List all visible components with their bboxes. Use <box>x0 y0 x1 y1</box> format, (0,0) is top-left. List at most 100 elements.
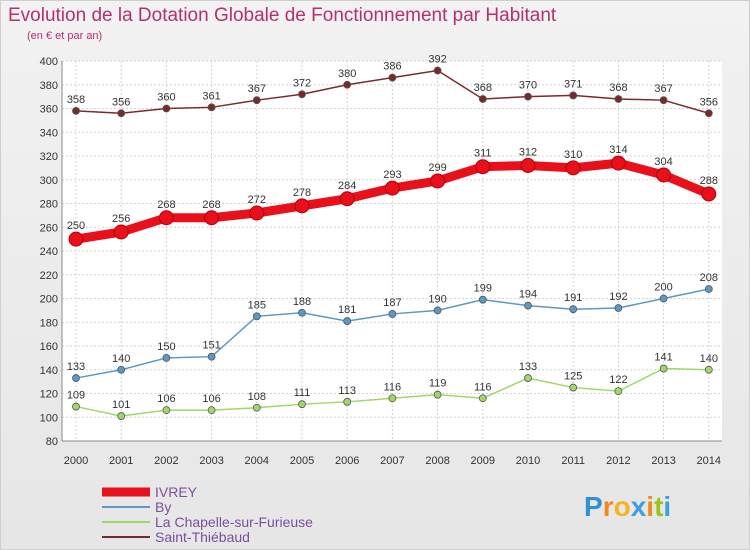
point-by <box>117 365 126 374</box>
point-saint-thiebaud <box>72 106 80 115</box>
x-tick-label: 2000 <box>64 455 88 467</box>
data-label-ivrey: 256 <box>112 213 130 225</box>
data-label-ivrey: 304 <box>654 156 672 168</box>
y-tick-label: 320 <box>40 151 58 163</box>
point-la-chapelle-sur-furieuse <box>72 402 80 411</box>
data-label-la-chapelle-sur-furieuse: 133 <box>519 361 537 373</box>
point-ivrey <box>475 159 491 175</box>
y-tick-label: 300 <box>40 175 58 187</box>
legend-label-ivrey: IVREY <box>155 484 198 500</box>
data-label-by: 200 <box>654 282 672 294</box>
data-label-ivrey: 314 <box>609 144 627 156</box>
chart-subtitle: (en € et par an) <box>27 30 102 42</box>
point-ivrey <box>565 160 581 176</box>
series-layer <box>68 66 717 420</box>
point-ivrey <box>113 224 129 240</box>
data-label-saint-thiebaud: 370 <box>519 80 537 92</box>
series-ivrey <box>68 155 717 247</box>
y-tick-label: 100 <box>40 412 58 424</box>
x-tick-label: 2003 <box>199 455 223 467</box>
data-label-by: 133 <box>67 361 85 373</box>
point-saint-thiebaud <box>569 91 578 100</box>
data-label-la-chapelle-sur-furieuse: 122 <box>609 374 627 386</box>
data-label-la-chapelle-sur-furieuse: 119 <box>429 378 447 390</box>
point-ivrey <box>384 180 400 196</box>
series-by <box>72 285 713 382</box>
data-label-saint-thiebaud: 361 <box>202 90 220 102</box>
point-saint-thiebaud <box>478 95 487 103</box>
y-tick-label: 380 <box>40 80 58 92</box>
data-label-by: 151 <box>202 340 220 352</box>
y-tick-label: 120 <box>40 389 58 401</box>
data-label-ivrey: 312 <box>519 147 537 159</box>
y-tick-label: 160 <box>40 341 58 353</box>
point-la-chapelle-sur-furieuse <box>207 406 216 415</box>
y-tick-label: 360 <box>40 104 58 116</box>
x-tick-label: 2008 <box>425 455 449 467</box>
x-tick-label: 2001 <box>109 455 133 467</box>
data-label-by: 192 <box>609 291 627 303</box>
proxiti-logo: Proxiti <box>584 491 671 522</box>
point-ivrey <box>339 191 355 207</box>
data-label-ivrey: 311 <box>474 148 492 160</box>
x-tick-label: 2013 <box>651 455 675 467</box>
data-label-ivrey: 284 <box>338 180 356 192</box>
data-label-saint-thiebaud: 368 <box>609 82 627 94</box>
point-by <box>162 353 171 362</box>
data-label-la-chapelle-sur-furieuse: 116 <box>474 381 492 393</box>
point-ivrey <box>158 210 174 226</box>
data-label-ivrey: 293 <box>383 169 401 181</box>
x-tick-label: 2002 <box>154 455 178 467</box>
data-label-by: 150 <box>157 341 175 353</box>
point-la-chapelle-sur-furieuse <box>162 406 171 415</box>
data-label-saint-thiebaud: 380 <box>338 68 356 80</box>
data-label-ivrey: 299 <box>428 162 446 174</box>
y-tick-label: 140 <box>40 365 58 377</box>
data-label-by: 187 <box>383 297 401 309</box>
data-label-ivrey: 268 <box>202 199 220 211</box>
point-la-chapelle-sur-furieuse <box>433 390 442 399</box>
data-label-saint-thiebaud: 358 <box>67 94 85 106</box>
point-saint-thiebaud <box>704 109 713 118</box>
data-label-saint-thiebaud: 371 <box>564 78 582 90</box>
y-tick-label: 180 <box>40 317 58 329</box>
data-label-saint-thiebaud: 367 <box>248 83 266 95</box>
x-tick-label: 2010 <box>516 455 540 467</box>
x-tick-label: 2014 <box>697 455 721 467</box>
x-tick-label: 2004 <box>245 455 269 467</box>
point-ivrey <box>656 167 672 183</box>
data-label-saint-thiebaud: 356 <box>700 96 718 108</box>
data-label-la-chapelle-sur-furieuse: 125 <box>564 371 582 383</box>
data-labels: 358 356 360 361 367 372 380 386 392 368 370 371 368 3… <box>67 54 718 412</box>
data-label-by: 208 <box>700 272 718 284</box>
grid <box>62 60 722 442</box>
data-label-by: 199 <box>474 283 492 295</box>
point-by <box>343 317 352 325</box>
point-la-chapelle-sur-furieuse <box>252 403 261 412</box>
point-saint-thiebaud <box>162 104 171 113</box>
data-label-la-chapelle-sur-furieuse: 140 <box>700 353 718 365</box>
y-tick-label: 280 <box>40 199 58 211</box>
point-ivrey <box>701 186 717 202</box>
y-tick-label: 80 <box>46 436 58 448</box>
data-label-saint-thiebaud: 368 <box>474 82 492 94</box>
data-label-la-chapelle-sur-furieuse: 106 <box>157 393 175 405</box>
point-by <box>207 352 216 361</box>
point-saint-thiebaud <box>433 66 442 75</box>
x-tick-label: 2007 <box>380 455 404 467</box>
data-label-saint-thiebaud: 356 <box>112 96 130 108</box>
data-label-la-chapelle-sur-furieuse: 108 <box>248 391 266 403</box>
point-by <box>659 294 668 303</box>
point-ivrey <box>68 231 84 247</box>
data-label-ivrey: 268 <box>157 199 175 211</box>
data-label-by: 191 <box>564 292 582 304</box>
data-label-ivrey: 250 <box>67 220 85 232</box>
logo-letter: t <box>654 491 663 522</box>
series-saint-thiebaud <box>72 66 713 118</box>
point-saint-thiebaud <box>252 96 261 105</box>
point-saint-thiebaud <box>524 92 532 101</box>
point-saint-thiebaud <box>117 109 126 118</box>
data-label-by: 194 <box>519 289 537 301</box>
logo-letter: o <box>614 491 631 522</box>
